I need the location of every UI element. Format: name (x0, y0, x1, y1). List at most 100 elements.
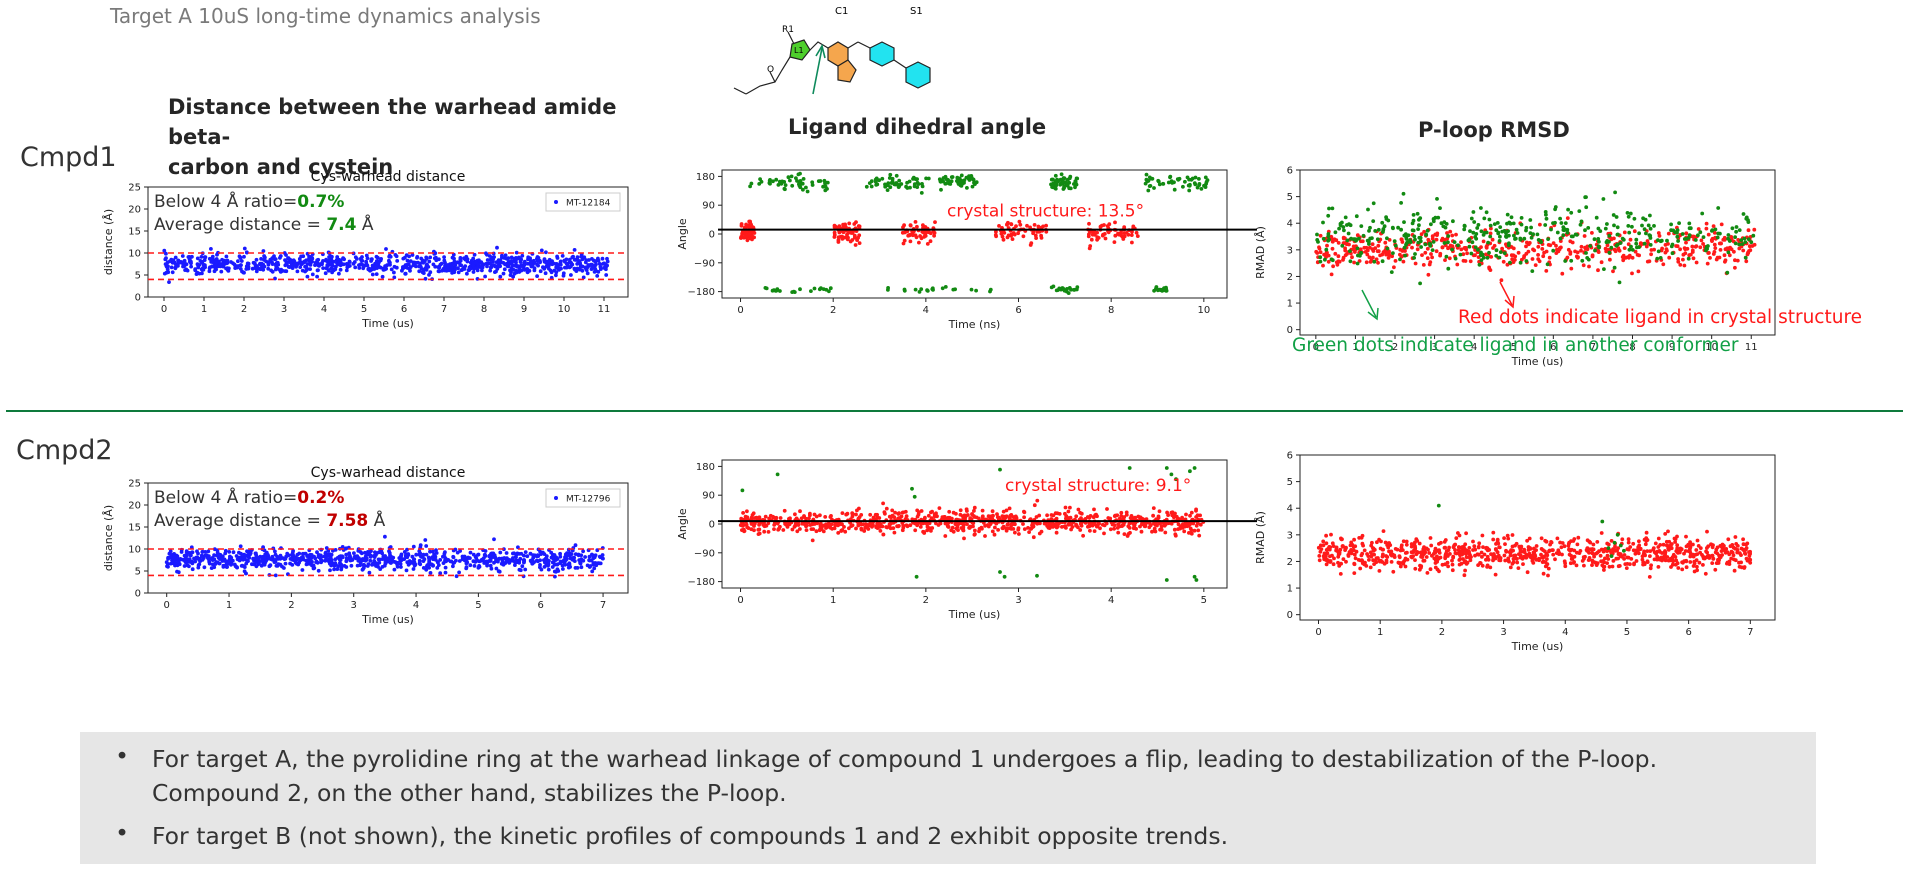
x-tick-label: 6 (401, 304, 407, 315)
data-point (1005, 222, 1009, 227)
data-point (197, 562, 202, 567)
data-point (1399, 227, 1403, 232)
data-point (600, 553, 605, 557)
data-point (1741, 537, 1745, 542)
data-point (223, 563, 227, 568)
x-tick-label: 1 (226, 600, 232, 611)
data-point (236, 264, 241, 268)
data-point (424, 256, 429, 261)
data-point (1507, 241, 1511, 246)
x-tick-label: 6 (1685, 627, 1691, 638)
data-point (850, 512, 855, 516)
data-point (1032, 503, 1037, 508)
data-point (1701, 242, 1705, 246)
data-point (1450, 558, 1454, 563)
data-point (897, 524, 901, 528)
data-point (1086, 524, 1090, 529)
data-point (1445, 231, 1449, 235)
data-point (1418, 281, 1422, 286)
data-points (162, 245, 610, 284)
data-point (1688, 554, 1693, 559)
data-point (1648, 549, 1653, 553)
data-point (826, 521, 831, 526)
data-point (206, 557, 211, 561)
data-point (431, 549, 435, 554)
data-point (392, 567, 397, 572)
data-point (884, 525, 889, 529)
data-point (1612, 265, 1617, 270)
data-point (1411, 218, 1416, 223)
data-point (1427, 262, 1432, 267)
data-point (1075, 285, 1080, 290)
data-point (1744, 215, 1749, 220)
data-point (257, 555, 261, 560)
data-points (739, 171, 1210, 295)
data-point (885, 188, 890, 192)
data-point (1608, 257, 1612, 262)
data-point (209, 247, 213, 251)
data-point (445, 263, 450, 267)
data-point (1471, 210, 1476, 214)
data-point (1000, 514, 1005, 519)
data-point (868, 512, 873, 517)
data-point (1688, 252, 1693, 257)
x-tick-label: 0 (1313, 342, 1319, 353)
data-point (1514, 227, 1519, 232)
data-point (1599, 531, 1604, 535)
data-point (836, 235, 841, 240)
data-point (367, 570, 372, 575)
data-point (1656, 249, 1661, 254)
data-point (203, 265, 207, 270)
data-point (1596, 244, 1601, 249)
data-point (565, 551, 569, 555)
data-point (934, 511, 938, 516)
data-point (1530, 269, 1535, 273)
data-point (1450, 247, 1454, 252)
data-point (1435, 197, 1439, 201)
data-point (925, 528, 930, 533)
data-point (1670, 251, 1675, 256)
data-point (268, 563, 273, 568)
data-point (1355, 261, 1360, 266)
data-point (1677, 221, 1681, 225)
data-point (504, 551, 509, 555)
data-point (427, 273, 431, 277)
data-point (274, 261, 279, 265)
data-point (236, 259, 240, 264)
data-point (523, 550, 528, 554)
data-point (338, 554, 343, 558)
red-arrow (1499, 281, 1513, 306)
data-point (284, 269, 289, 274)
data-point (312, 566, 317, 570)
data-point (443, 570, 448, 575)
data-point (1090, 232, 1095, 237)
data-point (471, 261, 475, 265)
data-point (969, 287, 974, 292)
data-point (1526, 249, 1531, 254)
data-point (1161, 181, 1165, 186)
data-point (173, 255, 178, 260)
data-point (958, 508, 963, 513)
data-point (1074, 182, 1079, 187)
data-point (1627, 255, 1631, 260)
data-point (308, 267, 312, 271)
data-point (328, 568, 332, 573)
y-tick-label: 3 (1287, 245, 1293, 256)
data-point (1124, 231, 1129, 235)
data-point (522, 262, 527, 267)
data-point (1488, 268, 1493, 272)
data-point (542, 257, 547, 262)
data-point (1034, 515, 1039, 519)
data-point (223, 559, 228, 563)
data-point (285, 260, 290, 264)
data-point (552, 569, 557, 574)
data-point (1412, 256, 1416, 260)
data-point (1688, 226, 1693, 231)
data-point (1583, 228, 1587, 233)
data-point (421, 271, 426, 275)
data-point (572, 257, 577, 262)
data-point (239, 551, 243, 556)
